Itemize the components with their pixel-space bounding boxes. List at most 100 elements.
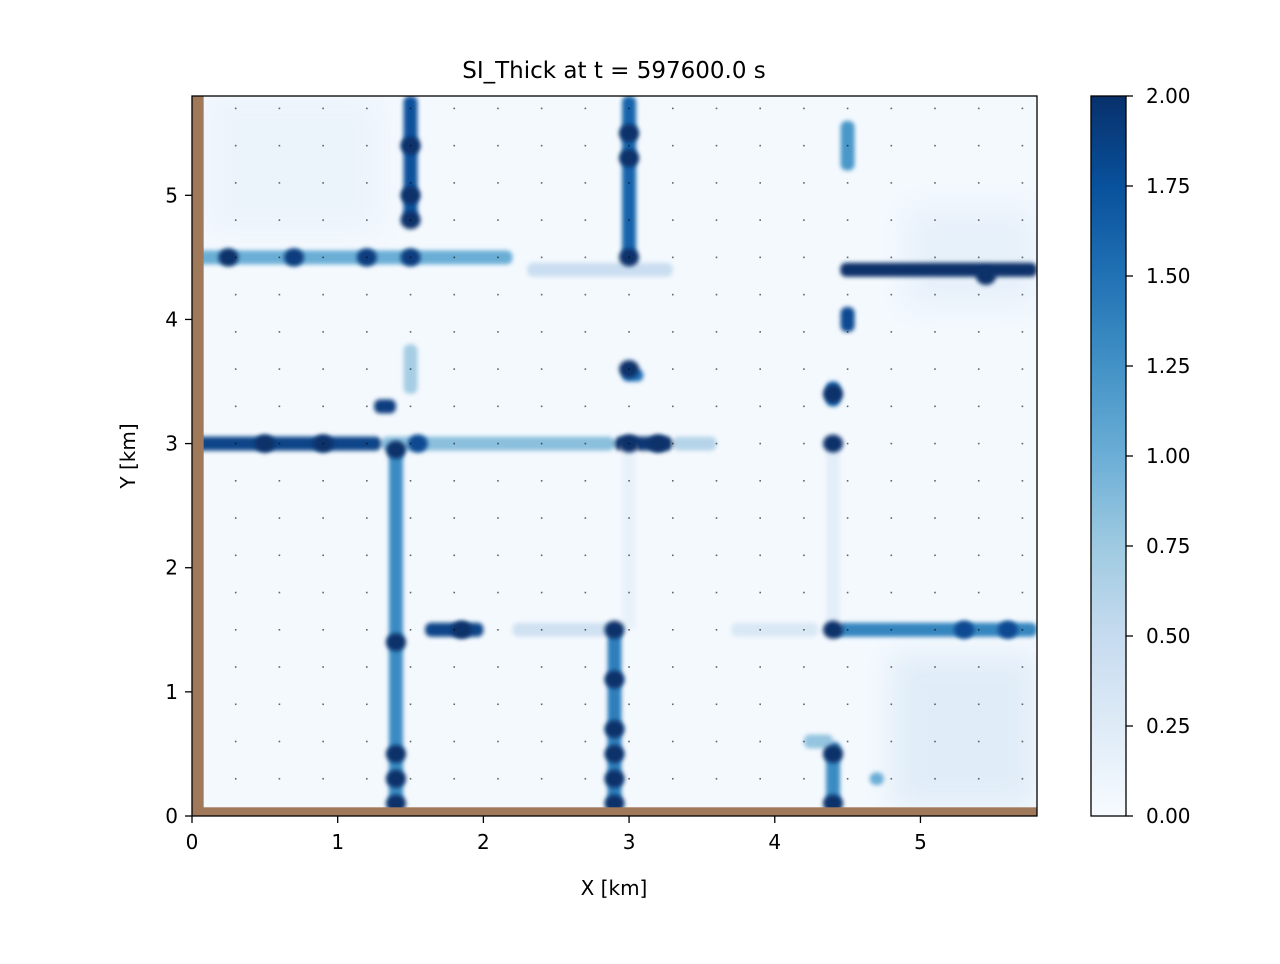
velocity-arrow — [409, 517, 412, 519]
velocity-arrow — [453, 628, 456, 631]
velocity-arrow — [890, 591, 893, 594]
velocity-arrow — [715, 740, 718, 743]
velocity-arrow — [846, 554, 849, 557]
colorbar-tick-label: 1.00 — [1146, 444, 1191, 468]
velocity-arrow — [453, 517, 456, 519]
velocity-arrow — [803, 517, 805, 519]
velocity-arrow — [977, 554, 980, 557]
velocity-arrow — [540, 144, 543, 147]
velocity-arrow — [628, 517, 630, 519]
velocity-arrow — [977, 442, 980, 445]
velocity-arrow — [497, 256, 499, 259]
velocity-arrow — [759, 666, 761, 668]
velocity-arrow — [1021, 480, 1024, 482]
velocity-arrow — [497, 517, 499, 519]
velocity-arrow — [584, 107, 587, 110]
velocity-arrow — [934, 256, 936, 259]
velocity-arrow — [584, 554, 587, 557]
velocity-arrow — [671, 703, 674, 706]
velocity-arrow — [322, 107, 324, 110]
velocity-arrow — [497, 107, 499, 110]
velocity-arrow — [366, 405, 368, 408]
velocity-arrow — [322, 666, 324, 668]
ice-blob — [283, 248, 304, 267]
velocity-arrow — [584, 368, 587, 370]
velocity-arrow — [497, 405, 499, 408]
velocity-arrow — [715, 442, 718, 445]
velocity-arrow — [453, 107, 456, 110]
velocity-arrow — [322, 182, 324, 184]
velocity-arrow — [540, 182, 543, 184]
velocity-arrow — [278, 703, 281, 706]
velocity-arrow — [409, 480, 412, 482]
velocity-arrow — [366, 107, 368, 110]
velocity-arrow — [803, 331, 805, 333]
velocity-arrow — [409, 591, 412, 594]
velocity-arrow — [890, 219, 893, 221]
velocity-arrow — [409, 628, 412, 631]
velocity-arrow — [759, 554, 761, 557]
ice-segment — [803, 734, 834, 749]
velocity-arrow — [1021, 256, 1024, 259]
velocity-arrow — [977, 144, 980, 147]
velocity-arrow — [409, 331, 412, 333]
velocity-arrow — [1021, 331, 1024, 333]
velocity-arrow — [322, 144, 324, 147]
velocity-arrow — [409, 666, 412, 668]
velocity-arrow — [234, 591, 237, 594]
velocity-arrow — [497, 740, 499, 743]
velocity-arrow — [278, 480, 281, 482]
velocity-arrow — [278, 256, 281, 259]
velocity-arrow — [934, 442, 936, 445]
velocity-arrow — [584, 703, 587, 706]
y-tick-label: 1 — [165, 680, 178, 704]
velocity-arrow — [934, 219, 936, 221]
velocity-arrow — [715, 591, 718, 594]
velocity-arrow — [366, 740, 368, 743]
velocity-arrow — [278, 182, 281, 184]
velocity-arrow — [540, 219, 543, 221]
velocity-arrow — [540, 777, 543, 780]
velocity-arrow — [322, 256, 324, 259]
colorbar-tick-label: 1.25 — [1146, 354, 1191, 378]
velocity-arrow — [322, 740, 324, 743]
velocity-arrow — [846, 368, 849, 370]
velocity-arrow — [322, 480, 324, 482]
velocity-arrow — [540, 666, 543, 668]
velocity-arrow — [497, 368, 499, 370]
velocity-arrow — [584, 666, 587, 668]
velocity-arrow — [366, 517, 368, 519]
velocity-arrow — [934, 144, 936, 147]
x-axis: 0 1 2 3 4 5 — [186, 816, 927, 854]
velocity-arrows — [234, 107, 1024, 780]
velocity-arrow — [1021, 144, 1024, 147]
velocity-arrow — [540, 442, 543, 445]
velocity-arrow — [1021, 182, 1024, 184]
velocity-arrow — [671, 666, 674, 668]
velocity-arrow — [322, 219, 324, 221]
velocity-arrow — [584, 293, 587, 296]
velocity-arrow — [715, 331, 718, 333]
velocity-arrow — [497, 666, 499, 668]
velocity-arrow — [453, 219, 456, 221]
velocity-arrow — [278, 144, 281, 147]
velocity-arrow — [1021, 666, 1024, 668]
velocity-arrow — [1021, 591, 1024, 594]
background-patch — [891, 654, 1037, 808]
velocity-arrow — [628, 703, 630, 706]
ice-blob — [218, 248, 239, 267]
velocity-arrow — [628, 182, 630, 184]
ice-blob — [604, 744, 625, 763]
velocity-arrow — [671, 554, 674, 557]
velocity-arrow — [759, 368, 761, 370]
velocity-arrow — [453, 740, 456, 743]
velocity-arrow — [803, 666, 805, 668]
ice-thickness-field — [192, 96, 1037, 816]
velocity-arrow — [934, 740, 936, 743]
velocity-arrow — [759, 293, 761, 296]
velocity-arrow — [1021, 107, 1024, 110]
velocity-arrow — [497, 554, 499, 557]
velocity-arrow — [322, 554, 324, 557]
velocity-arrow — [409, 144, 412, 147]
